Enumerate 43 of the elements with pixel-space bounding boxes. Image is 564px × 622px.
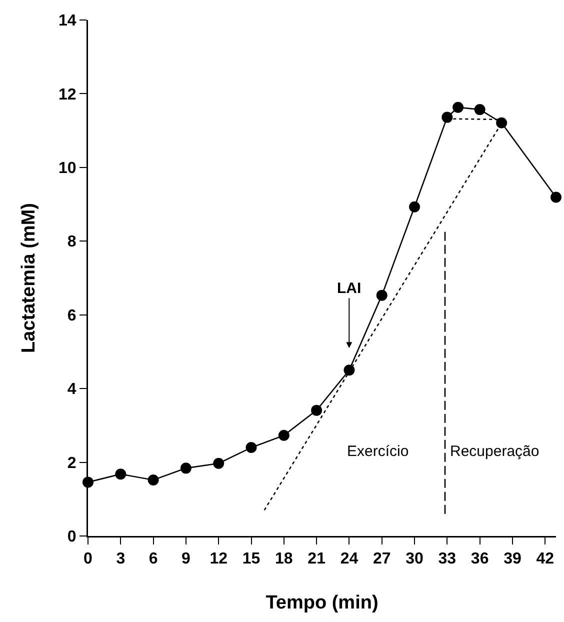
x-tick-label: 12 xyxy=(210,550,228,568)
point xyxy=(311,404,322,416)
x-tick-label: 27 xyxy=(372,550,391,568)
x-tick-label: 15 xyxy=(242,550,260,568)
y-axis-title: Lactatemia (mM) xyxy=(18,203,40,353)
point xyxy=(496,117,508,128)
x-tick-label: 9 xyxy=(181,550,190,568)
point xyxy=(344,364,355,376)
point xyxy=(148,474,159,486)
y-tick-label: 0 xyxy=(67,528,76,546)
x-tick-label: 30 xyxy=(406,550,424,568)
x-axis-title: Tempo (min) xyxy=(266,592,378,614)
y-tick-label: 12 xyxy=(58,86,76,104)
x-tick-label: 33 xyxy=(438,550,456,568)
point xyxy=(246,442,257,454)
y-tick-label: 8 xyxy=(67,234,76,251)
point xyxy=(180,462,192,474)
point xyxy=(474,104,486,116)
point xyxy=(115,468,126,480)
annotation: Recuperação xyxy=(450,443,540,460)
x-tick-label: 36 xyxy=(470,550,489,568)
y-tick-label: 6 xyxy=(67,307,76,324)
y-tick-label: 4 xyxy=(67,381,76,398)
point xyxy=(409,201,420,212)
point xyxy=(213,458,224,469)
x-tick-label: 18 xyxy=(275,550,293,568)
x-tick-label: 42 xyxy=(536,550,554,568)
point xyxy=(376,290,388,301)
x-tick-label: 39 xyxy=(504,550,522,568)
annotation: LAI xyxy=(337,280,362,297)
x-tick-label: 3 xyxy=(116,550,126,568)
x-tick-label: 24 xyxy=(340,550,358,568)
x-tick-label: 21 xyxy=(308,550,326,568)
point xyxy=(550,192,562,203)
y-tick-label: 10 xyxy=(58,160,76,178)
point xyxy=(442,112,453,123)
x-tick-label: 0 xyxy=(84,550,93,568)
point xyxy=(452,102,464,113)
annotation: Exercício xyxy=(347,443,409,460)
point xyxy=(278,430,290,441)
x-tick-label: 6 xyxy=(148,550,158,568)
y-tick-label: 14 xyxy=(58,12,76,30)
y-tick-label: 2 xyxy=(67,454,76,472)
